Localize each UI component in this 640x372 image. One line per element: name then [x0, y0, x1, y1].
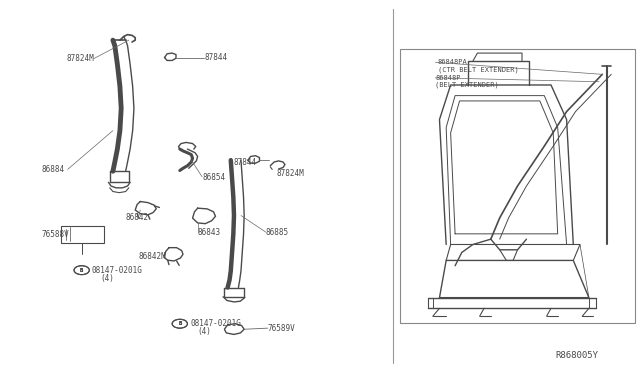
Text: 87824M: 87824M [276, 169, 305, 177]
Text: (CTR BELT EXTENDER): (CTR BELT EXTENDER) [438, 67, 518, 73]
Text: 76588V: 76588V [42, 230, 69, 239]
Text: (BELT EXTENDER): (BELT EXTENDER) [435, 82, 499, 89]
Text: B: B [80, 268, 83, 273]
Text: R868005Y: R868005Y [556, 350, 599, 360]
Text: (4): (4) [198, 327, 212, 336]
Text: 86848P: 86848P [435, 75, 461, 81]
Text: 87844: 87844 [204, 53, 227, 62]
Text: B: B [178, 321, 181, 326]
Text: 76589V: 76589V [268, 324, 296, 333]
Text: B: B [178, 321, 181, 326]
Text: 86842: 86842 [125, 213, 148, 222]
Text: 86885: 86885 [266, 228, 289, 237]
Text: 86884: 86884 [42, 165, 65, 174]
Text: 08147-0201G: 08147-0201G [190, 319, 241, 328]
Text: 86843: 86843 [198, 228, 221, 237]
Text: 86842M: 86842M [138, 251, 166, 261]
Text: 86854: 86854 [202, 173, 225, 182]
Text: (4): (4) [100, 274, 114, 283]
Text: 08147-0201G: 08147-0201G [92, 266, 143, 275]
Text: B: B [80, 268, 83, 273]
Text: 86848PA: 86848PA [438, 59, 468, 65]
Text: 87824M: 87824M [66, 54, 94, 63]
Text: 87844: 87844 [234, 157, 257, 167]
